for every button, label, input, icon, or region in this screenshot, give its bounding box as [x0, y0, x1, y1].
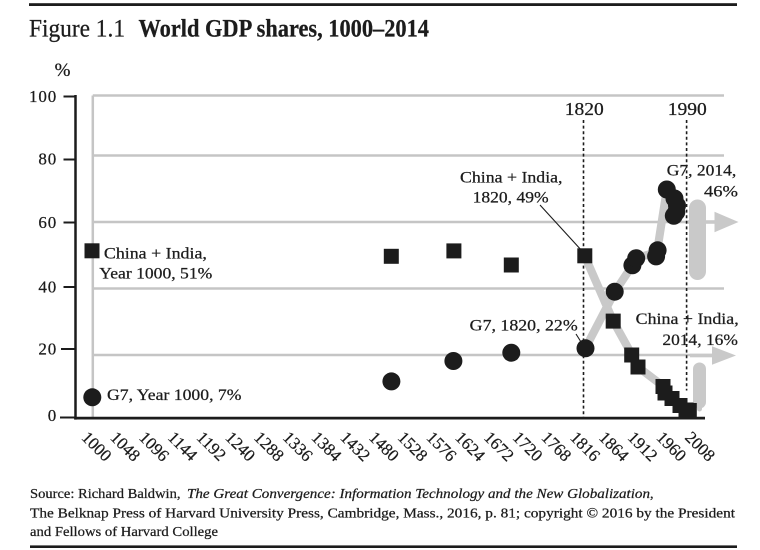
svg-text:80: 80 [38, 150, 57, 169]
svg-text:1820, 49%: 1820, 49% [473, 190, 549, 207]
svg-text:The Great Convergence: Informa: The Great Convergence: Information Techn… [187, 487, 650, 502]
svg-text:1820: 1820 [565, 99, 604, 119]
svg-text:China + India,: China + India, [636, 311, 739, 328]
svg-text:60: 60 [38, 213, 57, 232]
svg-text:2014, 16%: 2014, 16% [662, 332, 738, 349]
svg-text:Source: Richard Baldwin,: Source: Richard Baldwin, [30, 487, 181, 502]
svg-text:20: 20 [38, 340, 57, 359]
svg-text:%: % [55, 60, 71, 81]
svg-text:and Fellows of Harvard College: and Fellows of Harvard College [30, 525, 218, 540]
svg-text:Year 1000, 51%: Year 1000, 51% [99, 266, 212, 283]
svg-text:China + India,: China + India, [104, 246, 207, 263]
svg-text:G7, 1820, 22%: G7, 1820, 22% [470, 317, 578, 334]
svg-text:1990: 1990 [668, 99, 707, 119]
svg-text:G7, 2014,: G7, 2014, [667, 162, 737, 179]
svg-text:China + India,: China + India, [460, 170, 563, 187]
svg-text:,: , [650, 487, 654, 502]
svg-text:Figure 1.1: Figure 1.1 [29, 15, 125, 42]
svg-text:The Belknap Press of Harvard U: The Belknap Press of Harvard University … [30, 507, 735, 522]
svg-text:0: 0 [48, 406, 57, 425]
svg-text:40: 40 [38, 278, 57, 297]
svg-text:100: 100 [29, 87, 57, 106]
svg-text:46%: 46% [704, 184, 738, 201]
svg-text:World GDP shares, 1000–2014: World GDP shares, 1000–2014 [139, 15, 430, 42]
svg-text:G7, Year 1000, 7%: G7, Year 1000, 7% [107, 387, 242, 404]
